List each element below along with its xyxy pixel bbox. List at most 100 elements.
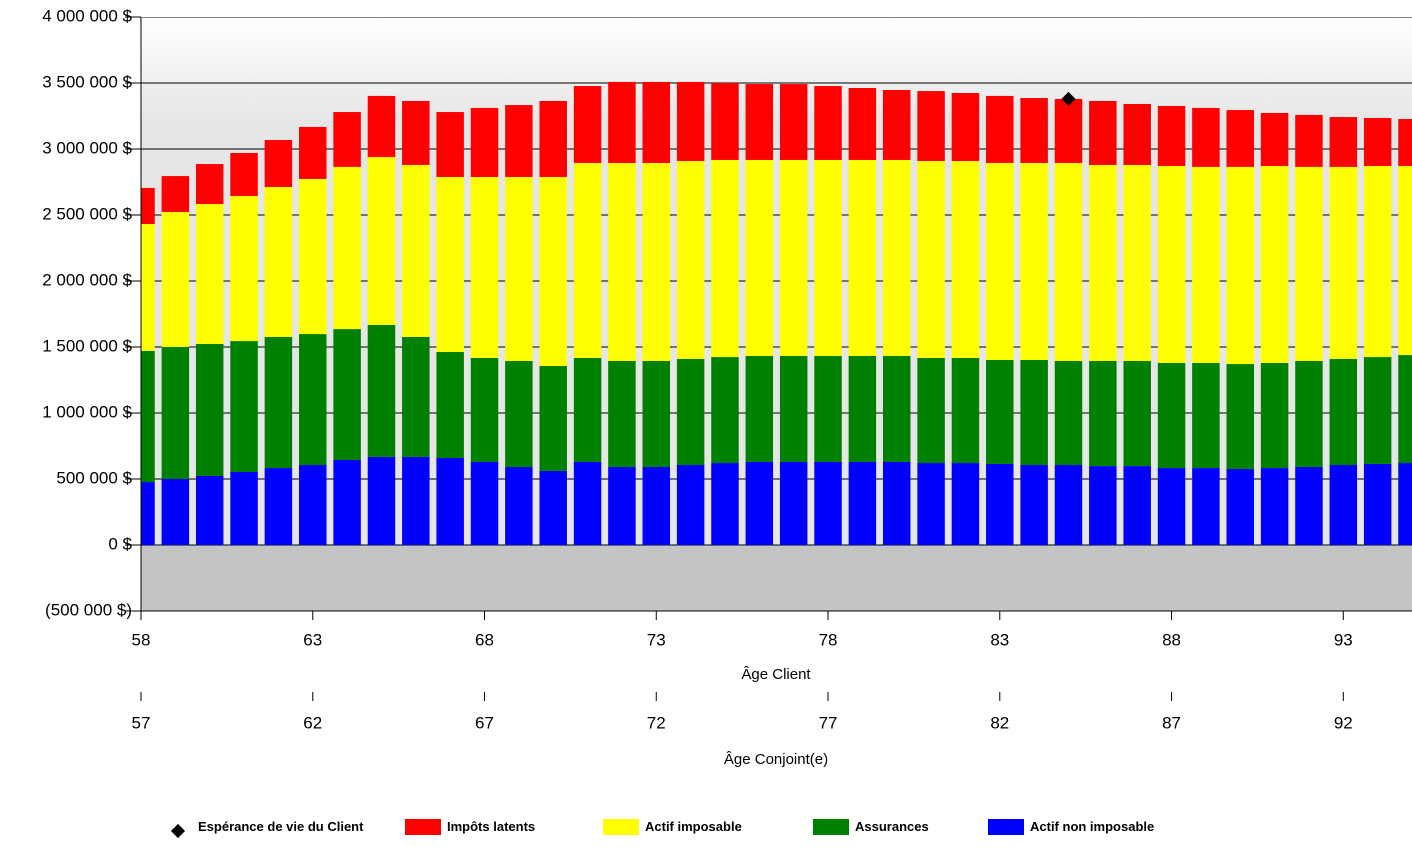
marker <box>1061 91 1076 106</box>
bar-segment <box>1089 100 1117 165</box>
bar-segment <box>951 93 980 162</box>
bar-segment <box>1295 114 1323 167</box>
bar-segment <box>505 360 533 467</box>
x-tick-label: 58 <box>132 630 151 649</box>
bar-segment <box>141 350 155 483</box>
bar-segment <box>264 336 293 469</box>
legend-swatch <box>813 819 849 835</box>
bar-segment <box>1329 166 1358 360</box>
bar-segment <box>367 95 396 158</box>
x-tick-label: 78 <box>819 630 838 649</box>
bar-segment <box>1020 162 1048 360</box>
bar-segment <box>745 461 774 545</box>
bar-segment <box>1123 164 1151 361</box>
y-tick-label: 3 500 000 $ <box>42 72 132 91</box>
bar-segment <box>161 479 190 545</box>
bar-segment <box>1260 468 1289 545</box>
bar-segment <box>608 81 636 163</box>
bar-segment <box>608 466 636 545</box>
bar-segment <box>141 187 155 224</box>
legend-label: Actif non imposable <box>1030 819 1155 834</box>
bar-segment <box>539 366 567 471</box>
bar-segment <box>642 466 671 545</box>
bar-segment <box>573 461 602 545</box>
bar-segment <box>1192 107 1220 167</box>
bar-segment <box>333 112 361 167</box>
bar-segment <box>1295 166 1323 361</box>
bar-segment <box>1157 105 1186 167</box>
bar-segment <box>573 162 602 358</box>
bar-segment <box>1054 98 1083 163</box>
bar-segment <box>470 176 499 358</box>
bar-segment <box>986 359 1014 464</box>
bar-segment <box>779 159 808 356</box>
bar-segment <box>299 465 327 545</box>
bar-segment <box>470 461 499 545</box>
bar-segment <box>505 176 533 361</box>
bar-segment <box>711 463 739 545</box>
bar-segment <box>676 359 705 466</box>
bar-segment <box>1157 468 1186 545</box>
bar-segment <box>230 472 258 545</box>
bar-segment <box>1226 364 1254 469</box>
x2-tick-label: 87 <box>1162 713 1181 732</box>
bar-segment <box>573 86 602 163</box>
bar-segment <box>505 105 533 177</box>
bar-segment <box>299 126 327 179</box>
bar-segment <box>882 159 911 356</box>
y-tick-label: 4 000 000 $ <box>42 6 132 25</box>
bar-segment <box>470 357 499 462</box>
bar-segment <box>1363 463 1392 545</box>
legend: Espérance de vie du Client Impôts latents… <box>0 819 1412 859</box>
bar-segment <box>402 336 430 457</box>
bar-segment <box>1295 360 1323 467</box>
bar-segment <box>951 357 980 464</box>
bar-segment <box>195 164 224 205</box>
bar-segment <box>779 84 808 160</box>
bar-segment <box>1123 103 1151 165</box>
legend-item: Actif imposable <box>603 819 742 835</box>
bar-segment <box>848 461 877 545</box>
legend-item: Impôts latents <box>405 819 535 835</box>
y-tick-label: 0 $ <box>108 534 132 553</box>
bar-segment <box>1054 360 1083 466</box>
bar-segment <box>230 341 258 473</box>
negative-background <box>141 545 1412 611</box>
bar-segment <box>814 86 842 160</box>
x2-tick-label: 82 <box>990 713 1009 732</box>
bar-segment <box>951 161 980 358</box>
bar-segment <box>1226 166 1254 365</box>
y-tick-label: 2 000 000 $ <box>42 270 132 289</box>
bar-segment <box>1295 466 1323 545</box>
x-tick-label: 93 <box>1334 630 1353 649</box>
legend-swatch <box>603 819 639 835</box>
bar-segment <box>573 357 602 462</box>
x-tick-label: 68 <box>475 630 494 649</box>
bar-segment <box>814 159 842 356</box>
bar-segment <box>1226 468 1254 545</box>
bar-segment <box>264 140 293 188</box>
bar-segment <box>402 456 430 545</box>
bar-segment <box>951 463 980 545</box>
bar-segment <box>436 112 464 177</box>
bar-segment <box>917 463 945 545</box>
bar-segment <box>676 161 705 360</box>
bar-segment <box>367 157 396 325</box>
x2-tick-label: 62 <box>303 713 322 732</box>
y-tick-label: 1 500 000 $ <box>42 336 132 355</box>
bar-segment <box>917 161 945 358</box>
x2-axis-title: Âge Conjoint(e) <box>724 751 828 768</box>
bar-segment <box>436 352 464 459</box>
bar-segment <box>814 355 842 462</box>
bar-segment <box>642 360 671 467</box>
bar-segment <box>264 187 293 337</box>
x-tick-label: 88 <box>1162 630 1181 649</box>
bar-segment <box>1123 360 1151 467</box>
bar-segment <box>436 458 464 545</box>
x2-tick-label: 92 <box>1334 713 1353 732</box>
legend-swatch <box>405 819 441 835</box>
bar-segment <box>1157 362 1186 469</box>
bar-segment <box>367 456 396 545</box>
bar-segment <box>299 178 327 335</box>
bar-segment <box>367 324 396 457</box>
